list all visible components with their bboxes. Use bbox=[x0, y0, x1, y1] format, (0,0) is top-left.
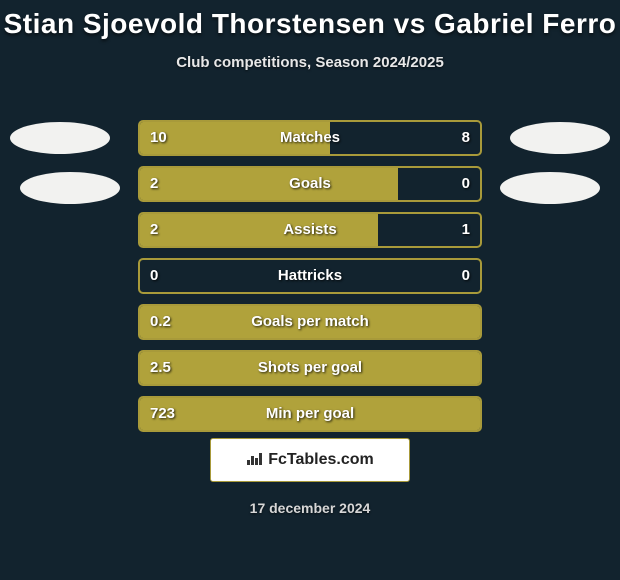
stat-value-right: 0 bbox=[462, 166, 470, 202]
stat-row: 2 Goals 0 bbox=[0, 166, 620, 202]
stat-label: Assists bbox=[138, 212, 482, 248]
stat-label: Shots per goal bbox=[138, 350, 482, 386]
stat-row: 0.2 Goals per match bbox=[0, 304, 620, 340]
stat-value-right: 8 bbox=[462, 120, 470, 156]
stat-label: Hattricks bbox=[138, 258, 482, 294]
stat-row: 2.5 Shots per goal bbox=[0, 350, 620, 386]
stat-row: 723 Min per goal bbox=[0, 396, 620, 432]
stat-label: Goals per match bbox=[138, 304, 482, 340]
stat-label: Goals bbox=[138, 166, 482, 202]
stats-rows: 10 Matches 8 2 Goals 0 2 Assists 1 0 H bbox=[0, 120, 620, 442]
date-label: 17 december 2024 bbox=[0, 500, 620, 516]
chart-icon bbox=[246, 450, 264, 471]
stat-value-right: 1 bbox=[462, 212, 470, 248]
stat-label: Min per goal bbox=[138, 396, 482, 432]
brand-logo[interactable]: FcTables.com bbox=[210, 438, 410, 482]
page-title: Stian Sjoevold Thorstensen vs Gabriel Fe… bbox=[0, 0, 620, 40]
stat-value-right: 0 bbox=[462, 258, 470, 294]
subtitle: Club competitions, Season 2024/2025 bbox=[0, 54, 620, 71]
brand-logo-text: FcTables.com bbox=[246, 450, 374, 471]
stat-label: Matches bbox=[138, 120, 482, 156]
stat-row: 2 Assists 1 bbox=[0, 212, 620, 248]
brand-name: FcTables.com bbox=[268, 451, 374, 469]
comparison-card: Stian Sjoevold Thorstensen vs Gabriel Fe… bbox=[0, 0, 620, 580]
stat-row: 0 Hattricks 0 bbox=[0, 258, 620, 294]
stat-row: 10 Matches 8 bbox=[0, 120, 620, 156]
